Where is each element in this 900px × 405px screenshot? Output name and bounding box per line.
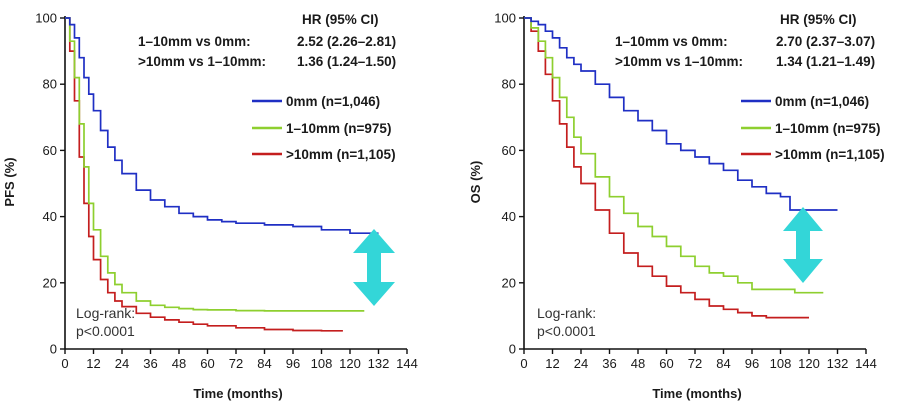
pfs-legend-label-gt10mm: >10mm (n=1,105): [286, 147, 396, 162]
os-x-tick-label: 120: [798, 356, 820, 371]
os-hr-header: HR (95% CI): [780, 12, 857, 27]
os-x-tick-label: 0: [520, 356, 527, 371]
pfs-x-tick-label: 60: [200, 356, 214, 371]
pfs-x-tick-label: 36: [143, 356, 157, 371]
pfs-y-tick-label: 60: [43, 143, 57, 158]
pfs-panel: 0 20 40 60 80 100 0 12 24 36 48 60 72 84 96 108 120 132 1…: [2, 11, 418, 402]
os-hr-row-value: 1.34 (1.21–1.49): [776, 54, 875, 69]
pfs-y-tick-label: 100: [35, 11, 57, 26]
os-curves: [524, 17, 838, 319]
os-logrank-pvalue: p<0.0001: [537, 323, 596, 339]
os-y-tick-label: 0: [509, 342, 516, 357]
pfs-x-tick-label: 120: [339, 356, 361, 371]
pfs-x-tick-label: 24: [115, 356, 129, 371]
os-x-tick-label: 132: [827, 356, 849, 371]
os-x-tick-label: 108: [770, 356, 792, 371]
pfs-x-tick-label: 72: [229, 356, 243, 371]
os-legend-label-gt10mm: >10mm (n=1,105): [775, 147, 885, 162]
pfs-x-tick-label: 108: [311, 356, 333, 371]
pfs-x-tick-label: 12: [86, 356, 100, 371]
os-panel: 0 20 40 60 80 100 0 12 24 36 48 60 72 84 96 108 120 132 1…: [468, 11, 885, 402]
os-logrank-label: Log-rank:: [537, 305, 596, 321]
os-y-tick-label: 80: [502, 77, 516, 92]
os-x-tick-label: 72: [688, 356, 702, 371]
pfs-legend-label-0mm: 0mm (n=1,046): [286, 94, 380, 109]
pfs-y-axis: 0 20 40 60 80 100: [35, 11, 66, 357]
os-x-tick-label: 144: [855, 356, 877, 371]
pfs-hr-header: HR (95% CI): [302, 12, 379, 27]
os-y-tick-label: 60: [502, 143, 516, 158]
pfs-legend: 0mm (n=1,046) 1–10mm (n=975) >10mm (n=1,…: [252, 94, 396, 162]
os-legend-label-1-10mm: 1–10mm (n=975): [775, 121, 880, 136]
pfs-x-tick-label: 48: [172, 356, 186, 371]
os-y-tick-label: 40: [502, 209, 516, 224]
pfs-x-tick-label: 132: [368, 356, 390, 371]
os-hr-row-value: 2.70 (2.37–3.07): [776, 34, 875, 49]
os-y-tick-label: 100: [494, 11, 516, 26]
pfs-logrank-pvalue: p<0.0001: [76, 323, 135, 339]
os-x-tick-label: 24: [574, 356, 588, 371]
os-curve-0mm: [524, 17, 838, 211]
os-x-tick-label: 12: [545, 356, 559, 371]
os-x-tick-label: 48: [631, 356, 645, 371]
os-x-tick-label: 60: [659, 356, 673, 371]
pfs-y-tick-label: 0: [50, 342, 57, 357]
pfs-x-tick-label: 0: [61, 356, 68, 371]
os-legend-label-0mm: 0mm (n=1,046): [775, 94, 869, 109]
pfs-x-axis: 0 12 24 36 48 60 72 84 96 108 120 132 144: [61, 348, 418, 371]
os-legend: 0mm (n=1,046) 1–10mm (n=975) >10mm (n=1,…: [741, 94, 885, 162]
pfs-y-tick-label: 40: [43, 209, 57, 224]
os-hr-row-label: 1–10mm vs 0mm:: [615, 34, 728, 49]
pfs-curves: [65, 17, 379, 332]
os-x-axis-title: Time (months): [652, 386, 741, 401]
os-x-tick-label: 96: [745, 356, 759, 371]
pfs-logrank-label: Log-rank:: [76, 305, 135, 321]
os-y-axis-title: OS (%): [468, 161, 483, 204]
pfs-curve-1-10mm: [65, 17, 365, 312]
pfs-x-tick-label: 96: [286, 356, 300, 371]
os-x-axis: 0 12 24 36 48 60 72 84 96 108 120 132 144: [520, 348, 877, 371]
pfs-y-tick-label: 80: [43, 77, 57, 92]
pfs-difference-double-arrow: [353, 229, 395, 306]
pfs-x-tick-label: 144: [396, 356, 418, 371]
pfs-x-axis-title: Time (months): [193, 386, 282, 401]
pfs-y-tick-label: 20: [43, 275, 57, 290]
os-curve-1-10mm: [524, 17, 824, 294]
os-hr-row-label: >10mm vs 1–10mm:: [615, 54, 743, 69]
os-y-tick-label: 20: [502, 275, 516, 290]
pfs-y-axis-title: PFS (%): [2, 157, 17, 206]
pfs-legend-label-1-10mm: 1–10mm (n=975): [286, 121, 391, 136]
pfs-x-tick-label: 84: [257, 356, 271, 371]
pfs-hr-row-label: 1–10mm vs 0mm:: [138, 34, 251, 49]
pfs-hr-row-value: 1.36 (1.24–1.50): [297, 54, 396, 69]
pfs-curve-0mm: [65, 17, 379, 235]
pfs-hr-row-label: >10mm vs 1–10mm:: [138, 54, 266, 69]
os-y-axis: 0 20 40 60 80 100: [494, 11, 525, 357]
os-curve-gt10mm: [524, 17, 809, 319]
os-x-tick-label: 84: [716, 356, 730, 371]
pfs-hr-row-value: 2.52 (2.26–2.81): [297, 34, 396, 49]
os-difference-double-arrow: [783, 207, 823, 283]
os-x-tick-label: 36: [602, 356, 616, 371]
